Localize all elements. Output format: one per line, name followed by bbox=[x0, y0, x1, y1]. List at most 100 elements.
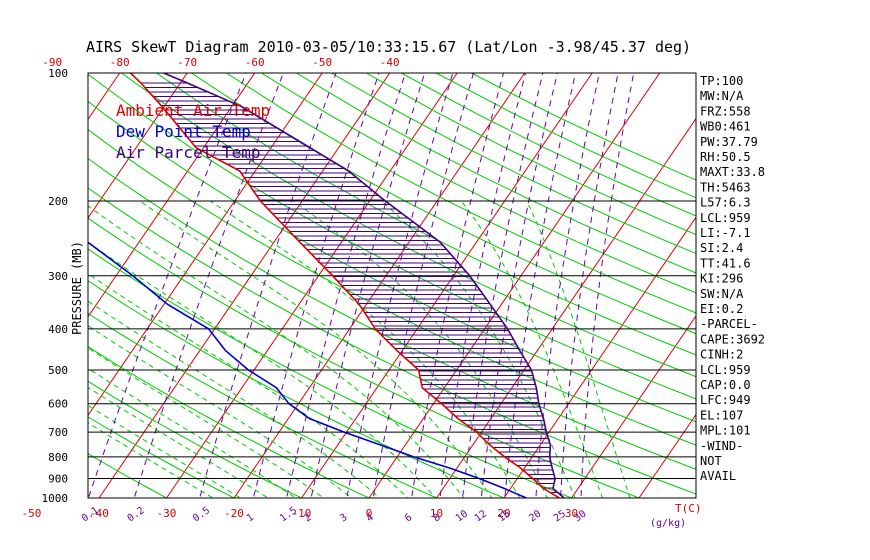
series-line bbox=[129, 73, 560, 498]
dry-adiabat-line bbox=[88, 128, 696, 446]
moist-adiabat-line bbox=[88, 347, 325, 498]
dry-adiabat-line bbox=[156, 73, 696, 356]
dry-adiabat-line bbox=[88, 453, 168, 498]
stability-index-item: LCL:959 bbox=[700, 211, 751, 225]
moist-adiabat-line bbox=[460, 200, 604, 498]
mixing-ratio-tick-label: 2 bbox=[302, 512, 313, 524]
dry-adiabat-line bbox=[88, 157, 696, 470]
stability-index-item: CAP:0.0 bbox=[700, 378, 751, 392]
dry-adiabat-line bbox=[88, 280, 506, 498]
moist-adiabat-line bbox=[380, 200, 576, 498]
stability-index-item: LI:-7.1 bbox=[700, 226, 751, 240]
moist-adiabat-line bbox=[88, 404, 242, 498]
series-line bbox=[163, 73, 565, 498]
cape-hatch-area bbox=[140, 82, 558, 493]
top-temp-tick-label: -70 bbox=[177, 56, 197, 69]
dry-adiabat-line bbox=[296, 73, 696, 274]
profile-series bbox=[88, 73, 565, 498]
stability-index-item: EI:0.2 bbox=[700, 302, 743, 316]
stability-index-item: TH:5463 bbox=[700, 180, 751, 194]
stability-index-item: MPL:101 bbox=[700, 424, 751, 438]
stability-index-item: L57:6.3 bbox=[700, 196, 751, 210]
stability-index-item: CINH:2 bbox=[700, 348, 743, 362]
moist-adiabat-line bbox=[88, 325, 353, 498]
top-temp-tick-label: -90 bbox=[42, 56, 62, 69]
legend-entry: Ambient Air Temp bbox=[116, 101, 270, 120]
isotherm-line bbox=[88, 73, 256, 318]
dry-adiabat-line bbox=[88, 100, 696, 423]
isotherm-line bbox=[0, 73, 52, 498]
bottom-temp-tick-label: -40 bbox=[89, 507, 109, 520]
chart-title: AIRS SkewT Diagram 2010-03-05/10:33:15.6… bbox=[86, 38, 691, 56]
pressure-tick-label: 500 bbox=[48, 364, 68, 377]
mixing-ratio-unit-label: (g/kg) bbox=[650, 518, 686, 529]
mixing-ratio-line bbox=[372, 73, 474, 498]
bottom-temp-tick-label: -20 bbox=[224, 507, 244, 520]
mixing-ratio-tick-label: 6 bbox=[403, 512, 414, 524]
pressure-tick-label: 400 bbox=[48, 323, 68, 336]
moist-adiabat-line bbox=[88, 386, 269, 498]
dry-adiabat-line bbox=[261, 73, 696, 294]
dry-adiabat-line bbox=[191, 73, 696, 335]
series-line bbox=[88, 241, 527, 498]
y-axis-label: PRESSURE (MB) bbox=[70, 241, 84, 335]
mixing-ratio-line bbox=[411, 73, 504, 498]
moist-adiabat-line bbox=[88, 272, 409, 498]
dry-adiabat-line bbox=[88, 73, 696, 400]
bottom-temp-tick-label: -30 bbox=[157, 507, 177, 520]
stability-index-item: LCL:959 bbox=[700, 363, 751, 377]
mixing-ratio-tick-label: 10 bbox=[454, 509, 470, 525]
mixing-ratio-line bbox=[480, 73, 558, 498]
pressure-tick-label: 100 bbox=[48, 67, 68, 80]
stability-index-item: LFC:949 bbox=[700, 393, 751, 407]
bottom-temp-tick-label: 0 bbox=[366, 507, 373, 520]
mixing-ratio-tick-label: 12 bbox=[473, 509, 489, 525]
mixing-ratio-tick-label: 0.2 bbox=[126, 505, 147, 524]
mixing-ratio-line bbox=[252, 73, 380, 498]
mixing-ratio-tick-label: 1 bbox=[245, 512, 256, 524]
axis-labels: 1002003004005006007008009001000-120-110-… bbox=[22, 56, 702, 529]
pressure-tick-label: 800 bbox=[48, 451, 68, 464]
moist-adiabat-line bbox=[526, 200, 631, 498]
isotherm-line bbox=[88, 73, 188, 219]
isotherm-line bbox=[571, 315, 696, 498]
moist-adiabat-line bbox=[139, 200, 493, 498]
stability-index-item: TT:41.6 bbox=[700, 256, 751, 270]
mixing-ratio-line bbox=[461, 73, 544, 498]
stability-index-item: AVAIL bbox=[700, 469, 736, 483]
mixing-ratio-line bbox=[199, 73, 337, 498]
isotherm-line bbox=[368, 73, 661, 498]
top-temp-tick-label: -80 bbox=[110, 56, 130, 69]
stability-index-item: -WIND- bbox=[700, 439, 743, 453]
dry-adiabat-line bbox=[471, 73, 696, 181]
mixing-ratio-line bbox=[535, 73, 600, 498]
temperature-unit-label: T(C) bbox=[675, 502, 702, 515]
pressure-tick-label: 600 bbox=[48, 398, 68, 411]
mixing-ratio-tick-label: 0.5 bbox=[191, 505, 212, 524]
moist-adiabat-line bbox=[88, 205, 465, 498]
bottom-temp-tick-label: 30 bbox=[565, 507, 578, 520]
mixing-ratio-tick-label: 4 bbox=[365, 512, 376, 524]
dry-adiabat-line bbox=[121, 73, 696, 378]
legend-entry: Dew Point Temp bbox=[116, 122, 251, 141]
stability-index-item: SW:N/A bbox=[700, 287, 744, 301]
stability-index-item: CAPE:3692 bbox=[700, 332, 765, 346]
mixing-ratio-tick-label: 20 bbox=[527, 509, 543, 525]
bottom-temp-tick-label: 20 bbox=[497, 507, 510, 520]
mixing-ratio-line bbox=[504, 73, 576, 498]
pressure-tick-label: 300 bbox=[48, 270, 68, 283]
dry-adiabat-line bbox=[331, 73, 696, 255]
mixing-ratio-tick-label: 8 bbox=[431, 512, 442, 524]
mixing-ratio-line bbox=[346, 73, 454, 498]
legend: Ambient Air Temp Dew Point Temp Air Parcel… bbox=[116, 101, 270, 162]
mixing-ratio-line bbox=[310, 73, 426, 498]
stability-index-item: WB0:461 bbox=[700, 120, 751, 134]
moist-adiabat-line bbox=[88, 241, 437, 498]
stability-index-item: TP:100 bbox=[700, 74, 743, 88]
stability-index-item: RH:50.5 bbox=[700, 150, 751, 164]
stability-index-item: EL:107 bbox=[700, 408, 743, 422]
dry-adiabat-line bbox=[88, 380, 303, 498]
stability-index-item: -PARCEL- bbox=[700, 317, 758, 331]
